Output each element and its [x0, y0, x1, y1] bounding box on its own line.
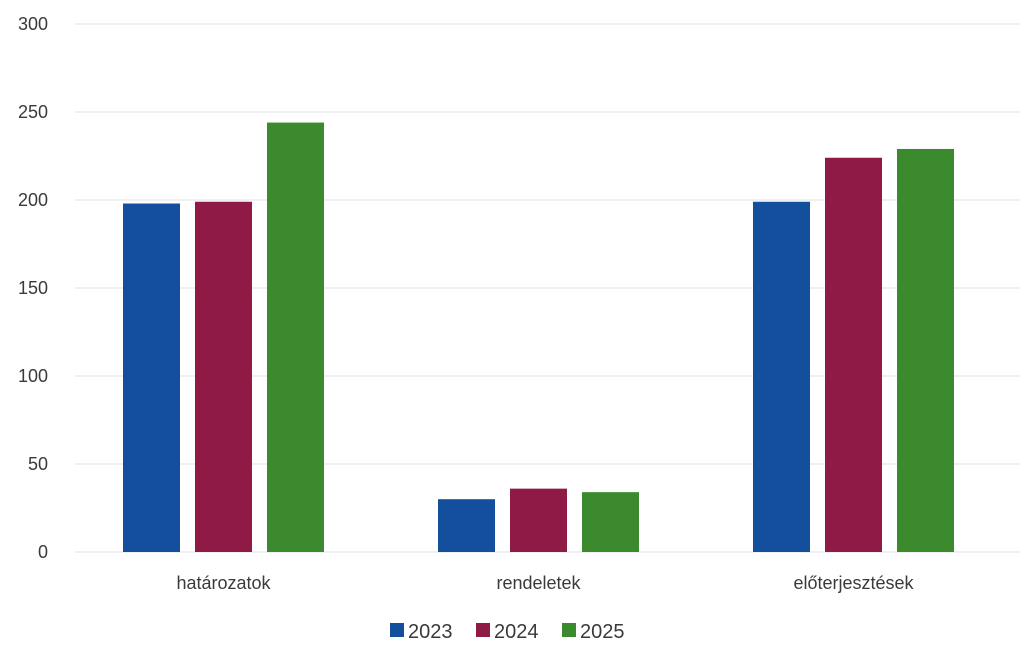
x-category-label: rendeletek [496, 573, 581, 593]
x-category-label: előterjesztések [793, 573, 914, 593]
bar-2024-határozatok [195, 201, 252, 552]
legend-label: 2025 [580, 621, 625, 643]
bar-2024-rendeletek [510, 488, 567, 552]
y-tick-label: 0 [38, 542, 48, 562]
y-tick-label: 100 [18, 366, 48, 386]
x-category-label: határozatok [176, 573, 271, 593]
y-axis-ticks: 0 50 100 150 200 250 300 [18, 14, 48, 562]
y-tick-label: 250 [18, 102, 48, 122]
bar-2025-előterjesztések [897, 148, 954, 552]
bar-2024-előterjesztések [825, 157, 882, 552]
bars [123, 122, 954, 552]
legend-label: 2023 [408, 621, 453, 643]
legend-label: 2024 [494, 621, 539, 643]
y-tick-label: 300 [18, 14, 48, 34]
bar-2023-előterjesztések [753, 201, 810, 552]
y-tick-label: 150 [18, 278, 48, 298]
legend-swatch-2025 [562, 623, 576, 637]
legend: 2023 2024 2025 [390, 621, 625, 643]
x-axis-labels: határozatok rendeletek előterjesztések [176, 573, 914, 593]
legend-swatch-2023 [390, 623, 404, 637]
legend-swatch-2024 [476, 623, 490, 637]
bar-2023-határozatok [123, 203, 180, 552]
bar-2025-határozatok [267, 122, 324, 552]
bar-2025-rendeletek [582, 492, 639, 552]
bar-2023-rendeletek [438, 499, 495, 552]
y-tick-label: 50 [28, 454, 48, 474]
y-tick-label: 200 [18, 190, 48, 210]
